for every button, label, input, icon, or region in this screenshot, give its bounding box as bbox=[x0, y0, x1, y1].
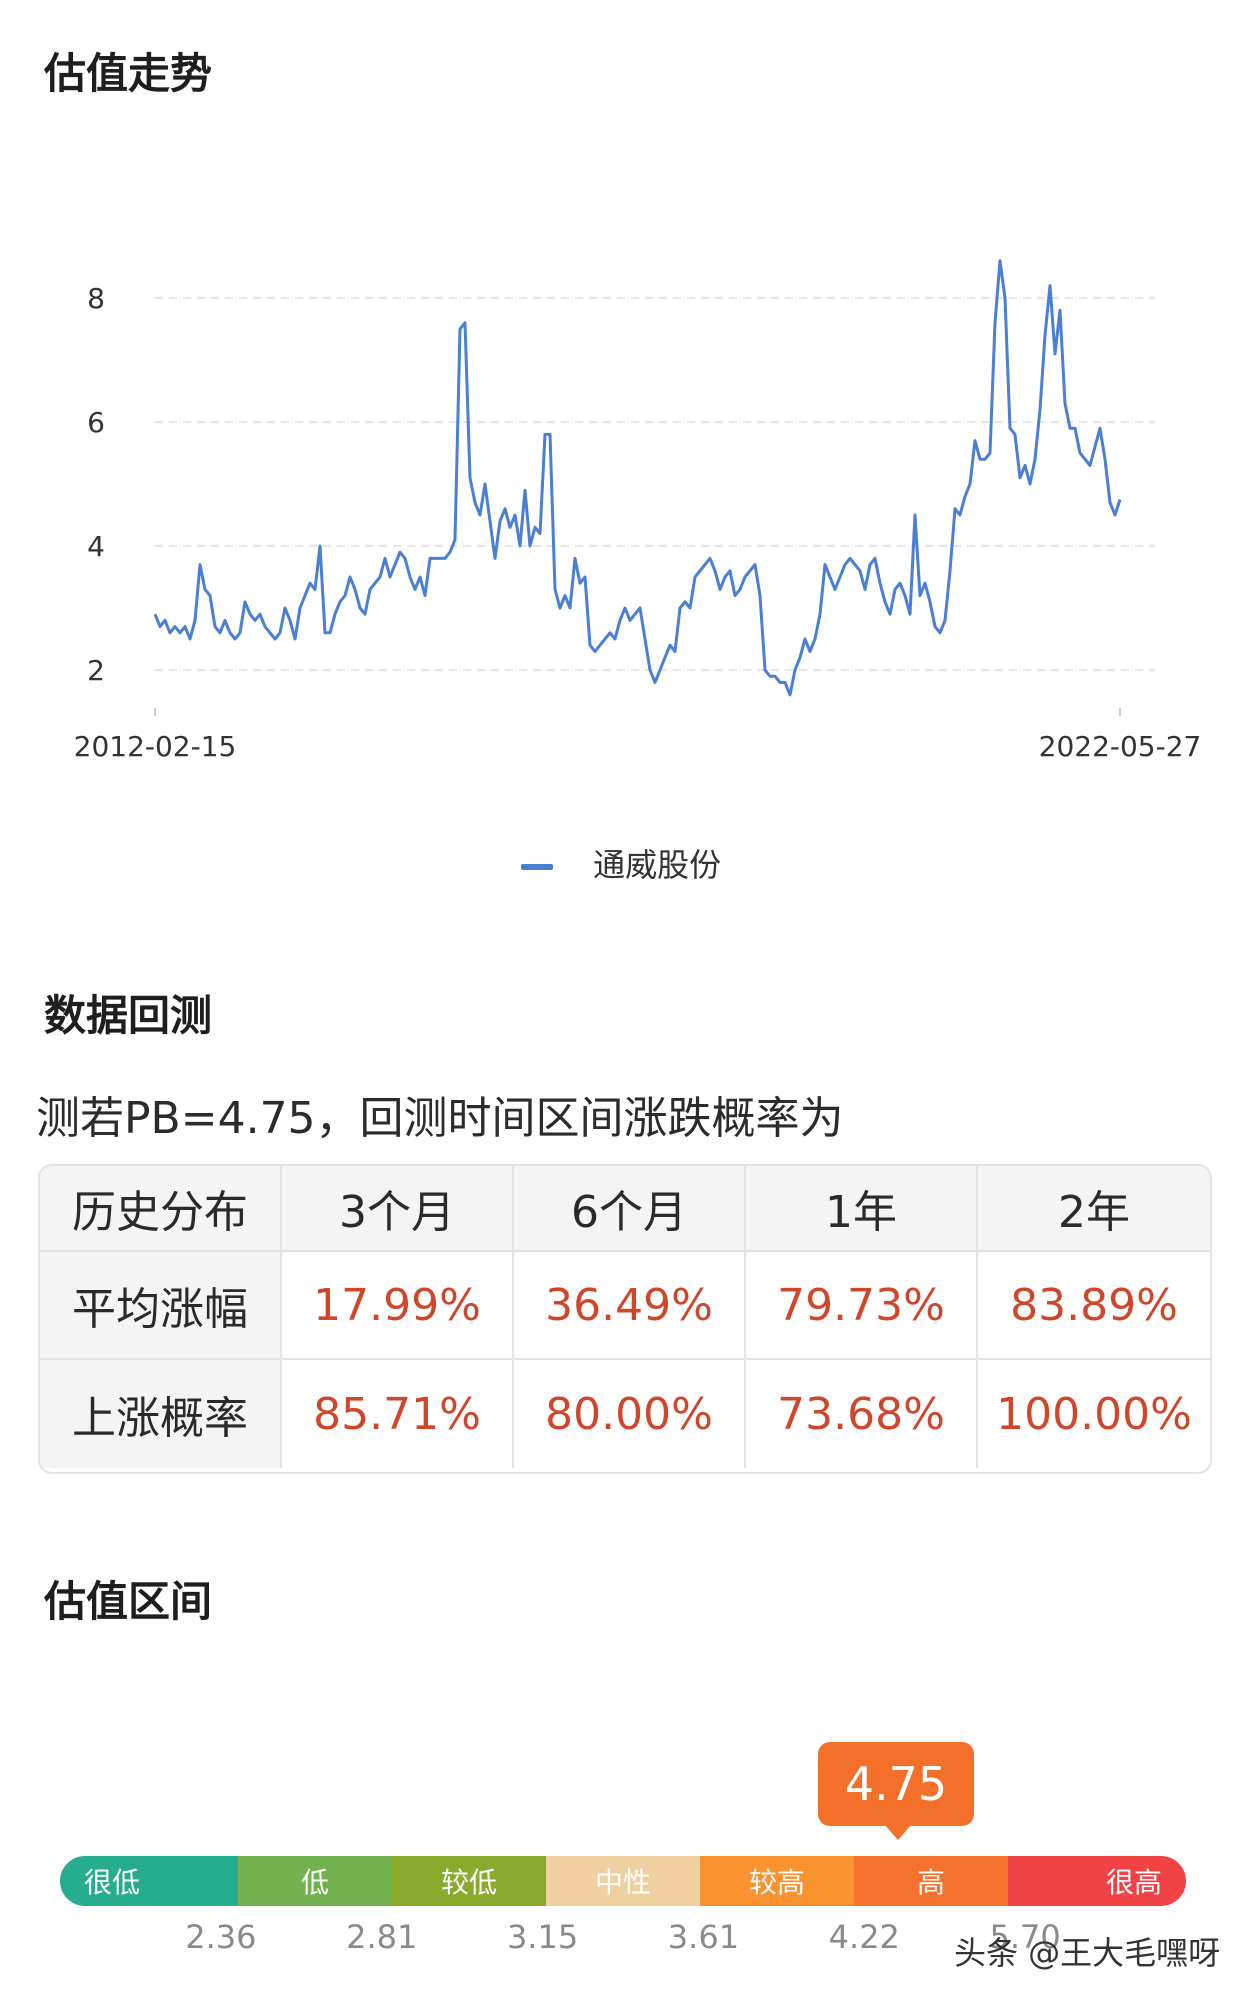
x-axis-ticks: 2012-02-15 2022-05-27 bbox=[74, 708, 1202, 763]
y-axis-ticks: 2 4 6 8 bbox=[87, 282, 105, 687]
y-tick-label: 6 bbox=[87, 406, 105, 439]
band-segment-label: 低 bbox=[300, 1866, 329, 1899]
table-cell: 100.00% bbox=[978, 1360, 1210, 1468]
band-tick-label: 4.22 bbox=[828, 1918, 900, 1956]
band-tick-label: 2.81 bbox=[346, 1918, 418, 1956]
band-segment-label: 很高 bbox=[1105, 1866, 1162, 1899]
table-row-label: 平均涨幅 bbox=[40, 1252, 282, 1360]
y-tick-label: 8 bbox=[87, 282, 105, 315]
table-cell: 73.68% bbox=[746, 1360, 978, 1468]
valuation-band: 很低 低 较低 中性 较高 高 很高 bbox=[60, 1856, 1186, 1906]
band-segment-label: 较高 bbox=[748, 1866, 805, 1899]
backtest-table: 历史分布 3个月 6个月 1年 2年 平均涨幅 17.99% 36.49% 79… bbox=[38, 1164, 1212, 1474]
y-tick-label: 4 bbox=[87, 530, 105, 563]
marker-pointer bbox=[884, 1824, 912, 1840]
table-cell: 17.99% bbox=[282, 1252, 514, 1360]
band-segment-label: 高 bbox=[916, 1866, 945, 1899]
pb-trend-chart: 2 4 6 8 2012-02-15 2022-05-27 bbox=[74, 259, 1202, 763]
table-header-cell: 3个月 bbox=[282, 1166, 514, 1252]
table-cell: 83.89% bbox=[978, 1252, 1210, 1360]
band-tick-label: 3.15 bbox=[506, 1918, 579, 1956]
band-tick-label: 5.70 bbox=[989, 1918, 1061, 1956]
band-segment-label: 较低 bbox=[440, 1866, 497, 1899]
table-header-cell: 6个月 bbox=[514, 1166, 746, 1252]
table-cell: 80.00% bbox=[514, 1360, 746, 1468]
backtest-section-title: 数据回测 bbox=[44, 991, 213, 1040]
table-header-cell: 1年 bbox=[746, 1166, 978, 1252]
legend-swatch bbox=[520, 864, 553, 870]
range-section-title: 估值区间 bbox=[44, 1577, 213, 1626]
table-cell: 36.49% bbox=[514, 1252, 746, 1360]
series-line-tongwei bbox=[153, 259, 1122, 697]
band-segment: 高 bbox=[854, 1856, 1008, 1906]
x-tick-label: 2012-02-15 bbox=[74, 730, 237, 763]
x-tick-label: 2022-05-27 bbox=[1039, 730, 1202, 763]
table-header-cell: 历史分布 bbox=[40, 1166, 282, 1252]
table-cell: 79.73% bbox=[746, 1252, 978, 1360]
current-value-marker: 4.75 bbox=[818, 1742, 974, 1826]
band-segment: 很高 bbox=[1008, 1856, 1186, 1906]
band-tick-label: 3.61 bbox=[667, 1918, 740, 1956]
backtest-subtitle: 测若PB=4.75，回测时间区间涨跌概率为 bbox=[36, 1093, 844, 1144]
band-segment: 较低 bbox=[392, 1856, 546, 1906]
table-header-cell: 2年 bbox=[978, 1166, 1210, 1252]
chart-legend[interactable]: 通威股份 bbox=[0, 840, 1242, 886]
band-segment: 低 bbox=[238, 1856, 392, 1906]
table-row-label: 上涨概率 bbox=[40, 1360, 282, 1468]
band-segment: 很低 bbox=[60, 1856, 238, 1906]
trend-section-title: 估值走势 bbox=[44, 49, 213, 98]
band-segment: 中性 bbox=[546, 1856, 700, 1906]
watermark: 头条 @王大毛嘿呀 bbox=[954, 1934, 1221, 1972]
legend-label: 通威股份 bbox=[593, 846, 722, 884]
band-segment-label: 很低 bbox=[84, 1866, 141, 1899]
band-segment-label: 中性 bbox=[594, 1866, 651, 1899]
table-cell: 85.71% bbox=[282, 1360, 514, 1468]
band-segment: 较高 bbox=[700, 1856, 854, 1906]
band-tick-label: 2.36 bbox=[185, 1918, 257, 1956]
chart-grid bbox=[155, 297, 1155, 671]
y-tick-label: 2 bbox=[87, 654, 105, 687]
